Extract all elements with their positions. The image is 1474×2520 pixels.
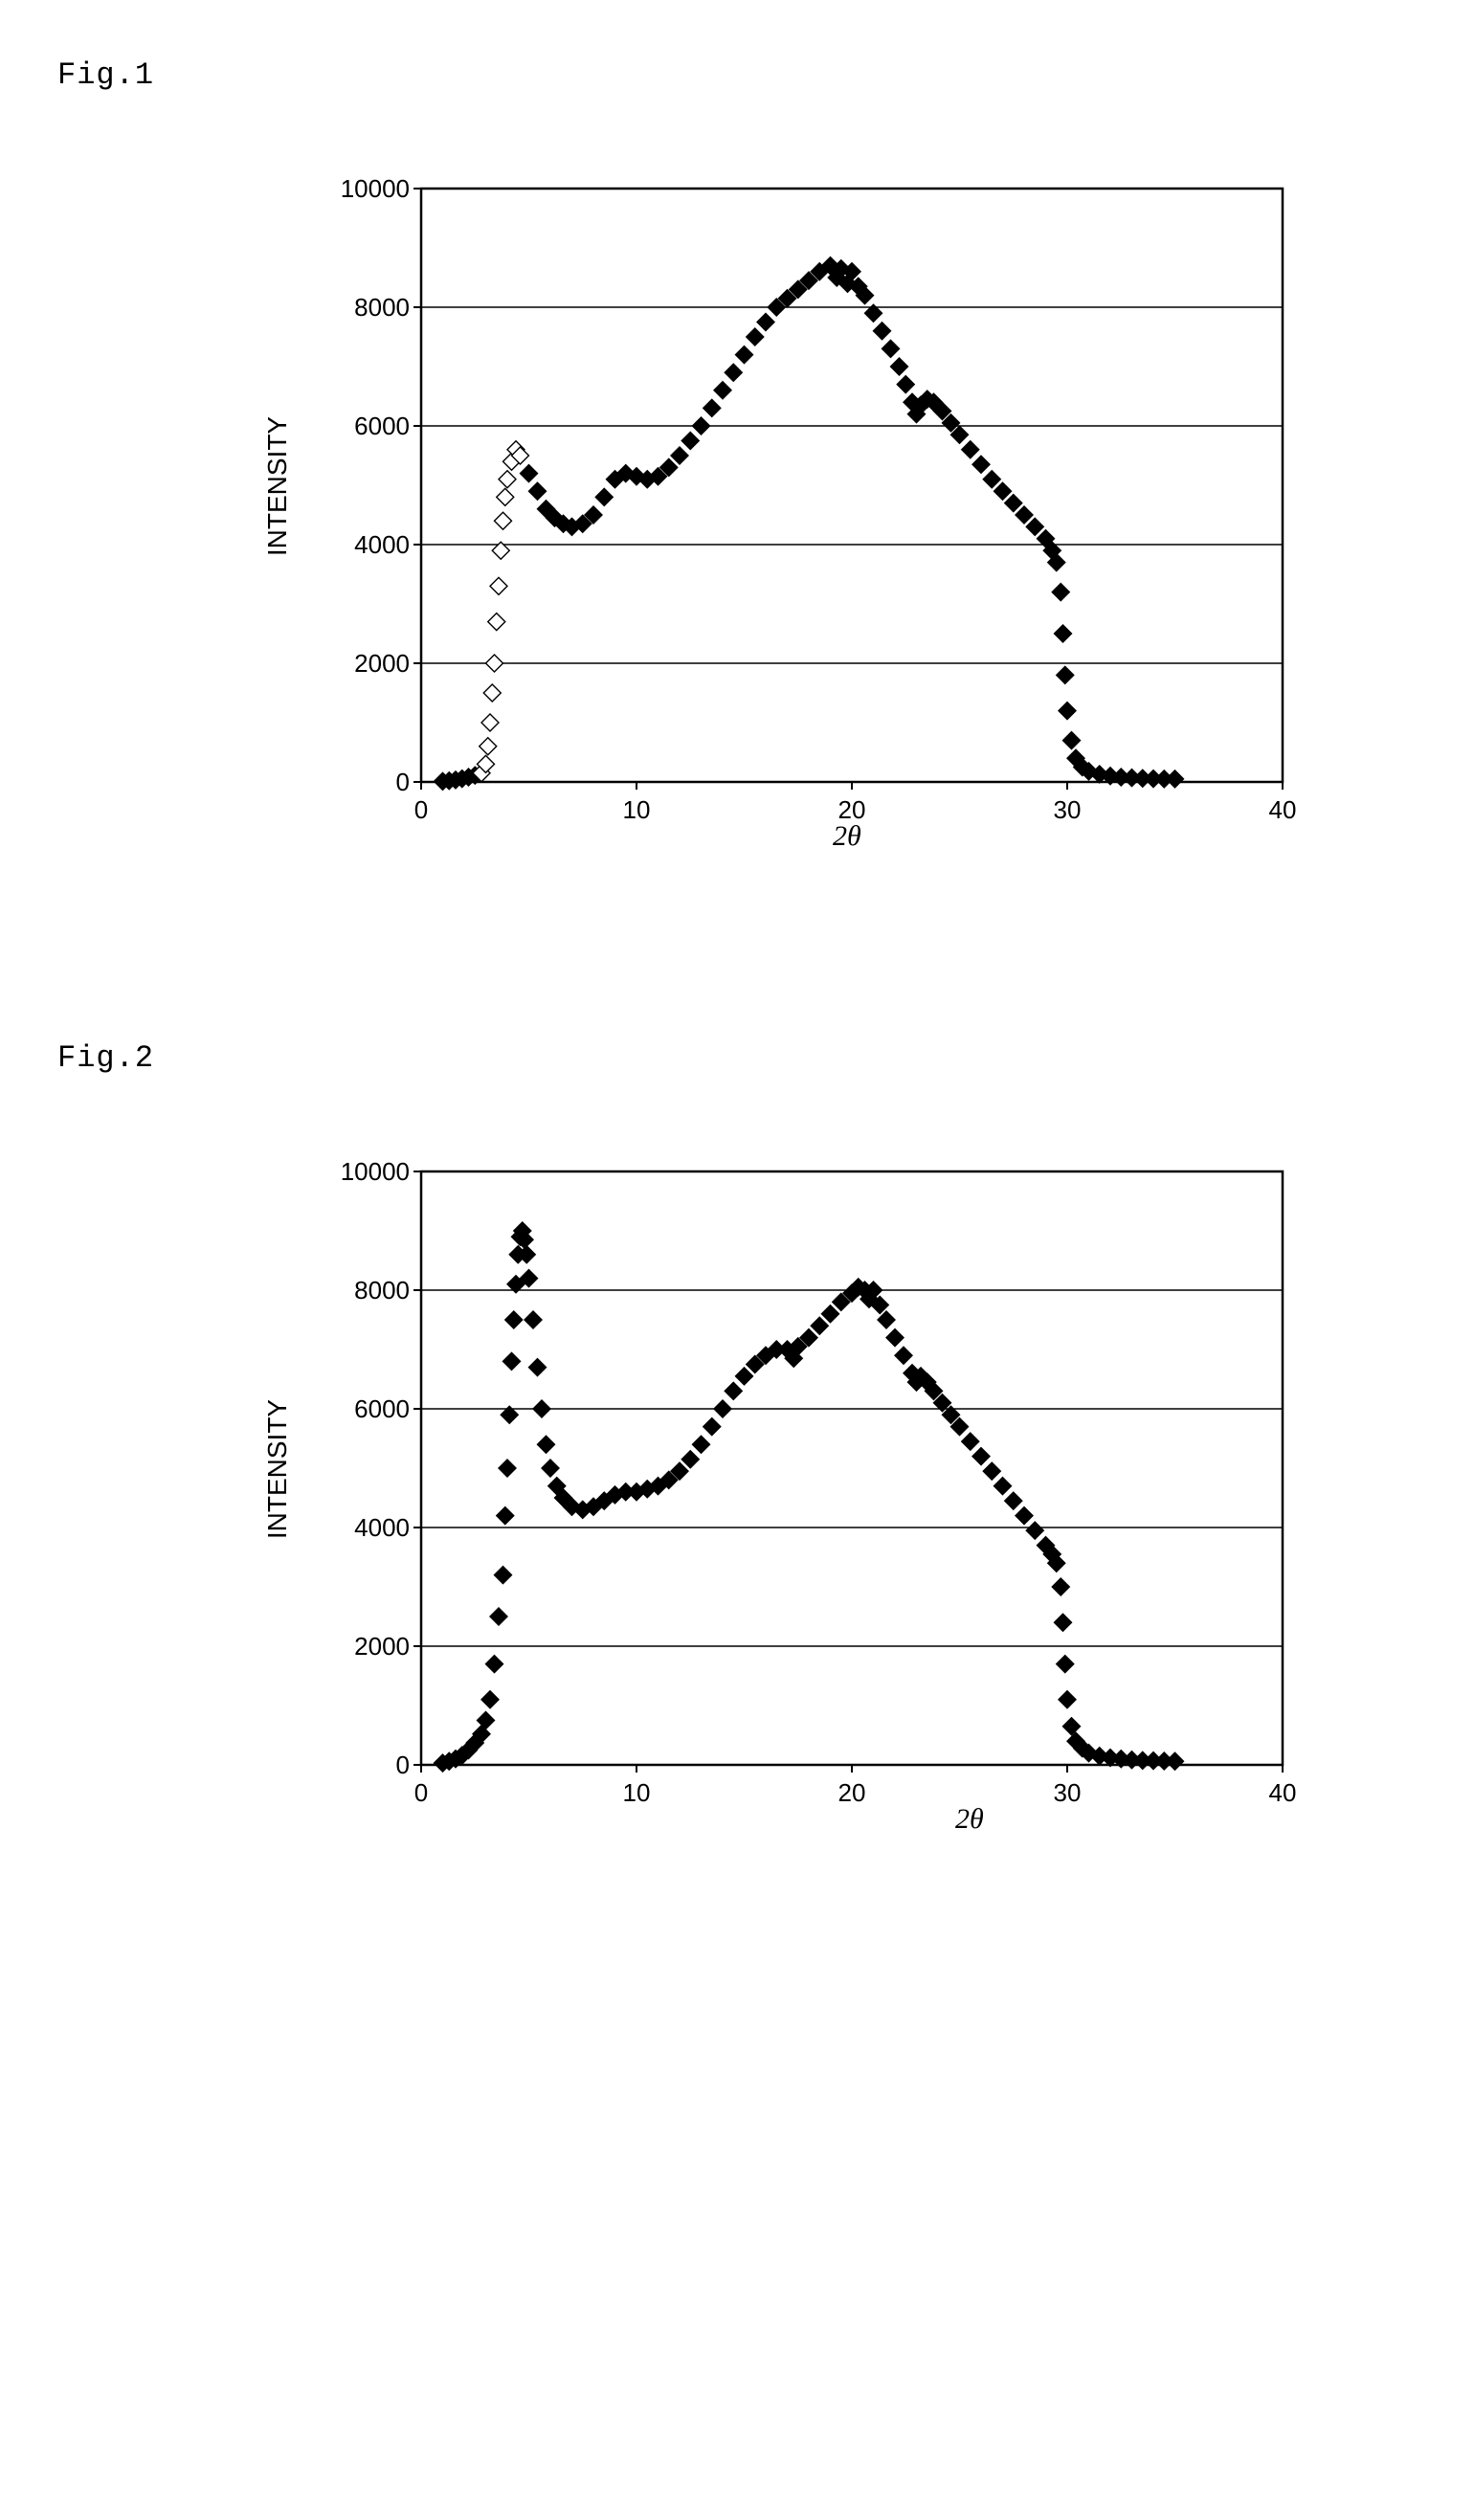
chart-2-svg: 0 2000 4000 6000 8000 10000 0 10 20 30 40	[306, 1152, 1302, 1832]
svg-text:0: 0	[414, 1778, 428, 1807]
chart-1-ylabel: INTENSITY	[262, 400, 293, 572]
svg-text:8000: 8000	[354, 293, 410, 322]
svg-text:40: 40	[1269, 795, 1297, 824]
svg-text:40: 40	[1269, 1778, 1297, 1807]
svg-text:0: 0	[396, 1751, 410, 1779]
chart-2-xlabel: 2θ	[955, 1803, 984, 1836]
svg-text:10: 10	[623, 795, 651, 824]
figure-1-label: Fig.1	[57, 57, 1417, 93]
svg-text:4000: 4000	[354, 530, 410, 559]
chart-1-svg: 0200040006000800010000010203040	[306, 169, 1302, 849]
svg-text:4000: 4000	[354, 1513, 410, 1542]
svg-text:8000: 8000	[354, 1276, 410, 1305]
svg-text:30: 30	[1054, 1778, 1082, 1807]
svg-text:10: 10	[623, 1778, 651, 1807]
chart-2-ylabel: INTENSITY	[262, 1383, 293, 1555]
svg-text:10000: 10000	[341, 174, 410, 203]
figure-1-chart: 0200040006000800010000010203040 INTENSIT…	[306, 169, 1417, 849]
svg-text:2000: 2000	[354, 1632, 410, 1661]
svg-text:6000: 6000	[354, 412, 410, 440]
svg-text:6000: 6000	[354, 1394, 410, 1423]
figure-2-label: Fig.2	[57, 1040, 1417, 1076]
svg-text:30: 30	[1054, 795, 1082, 824]
svg-text:0: 0	[396, 768, 410, 796]
chart-1-xlabel: 2θ	[833, 820, 861, 853]
svg-text:20: 20	[838, 1778, 866, 1807]
svg-text:0: 0	[414, 795, 428, 824]
svg-text:10000: 10000	[341, 1157, 410, 1186]
svg-text:2000: 2000	[354, 649, 410, 678]
figure-2-chart: 0200040006000800010000010203040 INTENSIT…	[306, 1152, 1417, 1832]
